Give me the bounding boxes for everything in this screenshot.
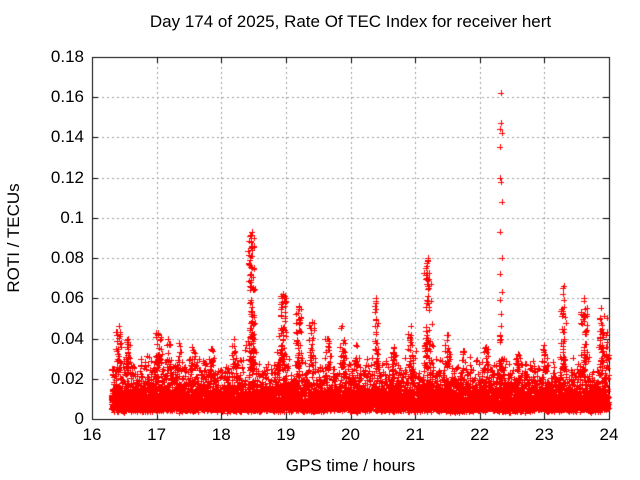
x-tick-label: 16 [82, 425, 102, 444]
x-tick-label: 18 [211, 425, 231, 444]
y-tick-label: 0.18 [50, 47, 84, 66]
x-tick-label: 19 [276, 425, 296, 444]
y-tick-label: 0.04 [50, 328, 84, 348]
x-tick-label: 24 [599, 425, 619, 444]
x-tick-label: 21 [405, 425, 425, 444]
y-tick-label: 0.1 [60, 207, 84, 227]
y-tick-label: 0.02 [50, 368, 84, 388]
x-tick-label: 17 [147, 425, 167, 444]
y-axis-label: ROTI / TECUs [4, 183, 23, 293]
x-axis-label: GPS time / hours [285, 456, 416, 475]
x-tick-label: 22 [470, 425, 490, 444]
y-tick-label: 0.06 [50, 288, 84, 308]
x-tick-label: 20 [341, 425, 360, 444]
y-tick-label: 0.08 [50, 248, 84, 268]
x-tick-label: 23 [534, 425, 554, 444]
y-tick-label: 0.16 [50, 87, 84, 107]
chart-title: Day 174 of 2025, Rate Of TEC Index for r… [149, 12, 552, 31]
y-tick-label: 0.12 [50, 167, 84, 187]
y-tick-label: 0 [74, 409, 84, 428]
y-tick-label: 0.14 [50, 127, 84, 147]
